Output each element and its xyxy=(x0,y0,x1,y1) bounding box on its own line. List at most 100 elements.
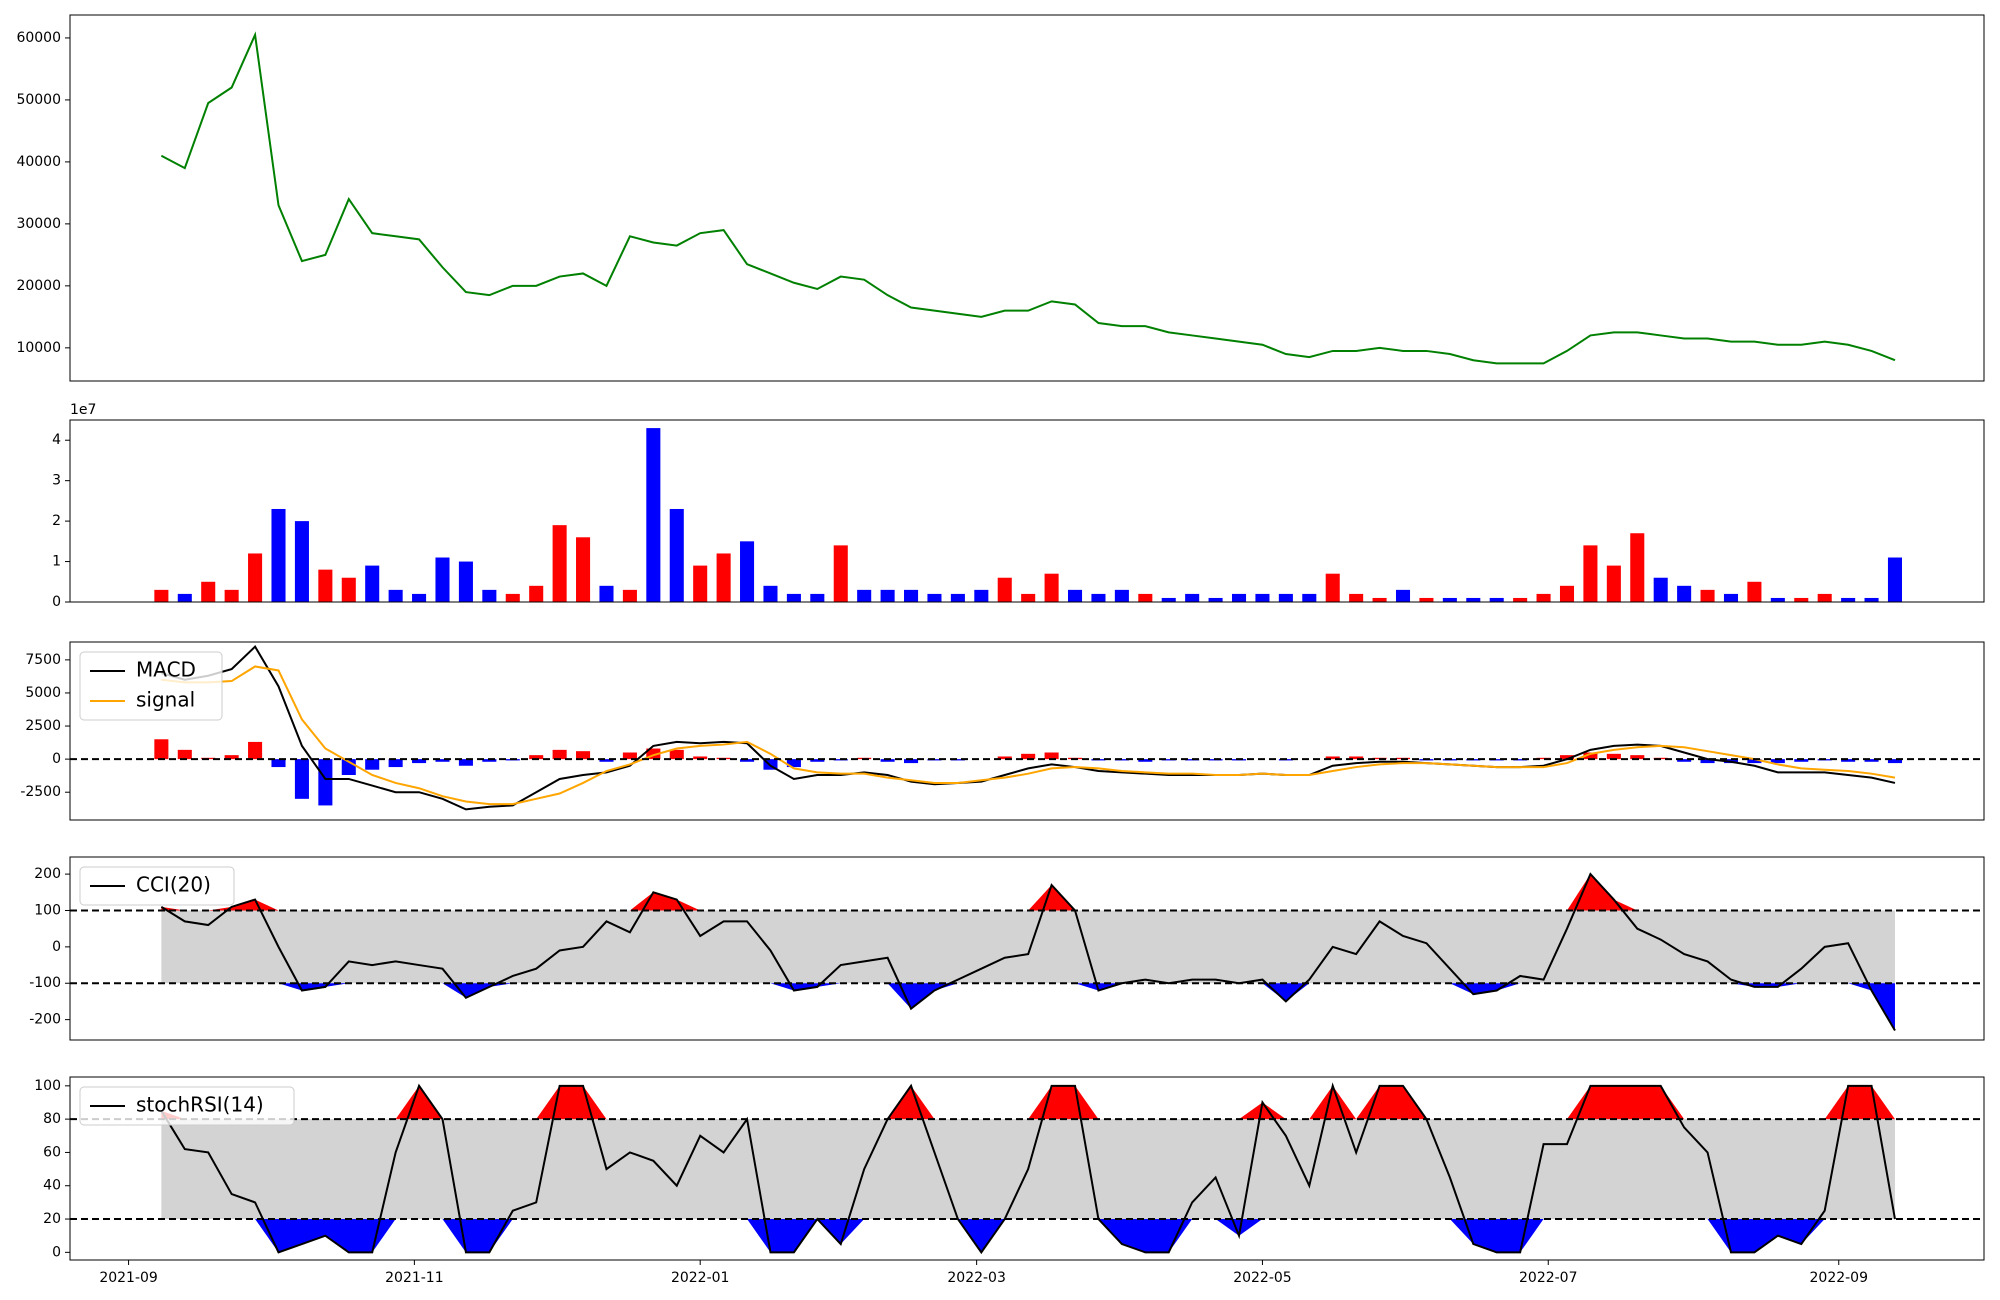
bar xyxy=(271,759,286,768)
bar xyxy=(740,541,755,602)
bar xyxy=(318,759,333,806)
bar xyxy=(880,759,895,762)
bar xyxy=(552,749,567,760)
bar xyxy=(833,545,848,602)
bar xyxy=(365,565,380,602)
bar xyxy=(271,508,286,602)
bar xyxy=(646,428,661,602)
bar xyxy=(740,759,755,762)
bar xyxy=(786,759,801,768)
bar xyxy=(1817,593,1832,602)
y-tick-label: 60 xyxy=(43,1144,61,1160)
bar xyxy=(1794,759,1809,762)
y-tick-label: 2 xyxy=(52,513,61,529)
y-tick-label: 0 xyxy=(52,751,61,767)
bar xyxy=(1677,759,1692,762)
bar xyxy=(318,569,333,602)
y-tick-label: 40000 xyxy=(16,154,61,170)
y-tick-label: 40 xyxy=(43,1178,61,1194)
bar xyxy=(412,593,427,602)
bar xyxy=(1630,755,1645,760)
bar xyxy=(529,585,544,602)
bar xyxy=(1185,593,1200,602)
bar xyxy=(177,749,192,760)
y-tick-label: 100 xyxy=(34,902,61,918)
bar xyxy=(1841,759,1856,762)
y-tick-label: 4 xyxy=(52,432,61,448)
bar xyxy=(435,759,450,762)
bar xyxy=(1887,759,1903,764)
below-fill xyxy=(161,1219,1895,1253)
bar xyxy=(1887,557,1903,602)
y-tick-label: 200 xyxy=(34,866,61,882)
bar xyxy=(1067,589,1083,602)
bar xyxy=(1489,759,1504,761)
y-tick-label: 0 xyxy=(52,939,61,955)
x-tick-label: 2021-09 xyxy=(99,1270,158,1286)
bar xyxy=(1091,593,1106,602)
bar xyxy=(1513,759,1528,761)
bar xyxy=(950,759,965,761)
bar xyxy=(1700,589,1715,602)
line xyxy=(161,665,1896,806)
bar xyxy=(1606,753,1621,760)
x-tick-label: 2022-01 xyxy=(671,1270,730,1286)
y-tick-label: -200 xyxy=(29,1012,61,1028)
line xyxy=(160,31,1896,365)
y-tick-label: 7500 xyxy=(25,652,61,668)
bar xyxy=(248,741,263,760)
bar xyxy=(904,759,919,764)
y-tick-label: -2500 xyxy=(20,784,61,800)
bar xyxy=(1302,593,1317,602)
bar xyxy=(224,755,239,760)
bar xyxy=(458,759,473,766)
bar xyxy=(1723,593,1739,602)
bar xyxy=(1536,757,1551,760)
bar xyxy=(1021,593,1036,602)
bar xyxy=(622,589,637,602)
bar xyxy=(669,749,684,760)
x-tick-label: 2022-05 xyxy=(1233,1270,1292,1286)
bar xyxy=(1231,593,1247,602)
plot-frame xyxy=(69,1076,1985,1261)
offset-text: 1e7 xyxy=(70,402,96,418)
x-tick-label: 2022-03 xyxy=(947,1270,1006,1286)
bar xyxy=(201,581,216,602)
legend-box xyxy=(79,866,235,906)
y-tick-label: 20000 xyxy=(16,278,61,294)
bar xyxy=(1395,589,1411,602)
bar xyxy=(1677,585,1692,602)
bar xyxy=(1208,597,1223,602)
bar xyxy=(1114,589,1129,602)
plot-frame xyxy=(69,14,1985,382)
above-fill xyxy=(161,874,1895,911)
bar xyxy=(1606,565,1621,602)
plot-frame xyxy=(69,856,1985,1041)
bar xyxy=(1349,756,1364,760)
bar xyxy=(1255,593,1270,602)
bar xyxy=(576,537,591,602)
bar xyxy=(669,508,684,602)
bar xyxy=(1864,597,1879,602)
bar xyxy=(1747,759,1762,764)
bar xyxy=(1700,759,1715,764)
bar xyxy=(1161,759,1176,761)
bar xyxy=(1372,597,1387,602)
bar xyxy=(1489,597,1504,602)
line xyxy=(160,872,1896,1032)
bar xyxy=(1138,593,1153,602)
bar xyxy=(1325,756,1340,760)
legend-label: CCI(20) xyxy=(136,873,211,897)
y-tick-label: -100 xyxy=(29,975,61,991)
bar xyxy=(622,752,637,760)
bar xyxy=(388,589,403,602)
bar xyxy=(997,577,1012,602)
bar xyxy=(482,589,497,602)
bar xyxy=(599,759,614,762)
bar xyxy=(248,553,263,602)
bar xyxy=(646,748,661,760)
bar xyxy=(763,585,778,602)
bar xyxy=(1442,597,1457,602)
